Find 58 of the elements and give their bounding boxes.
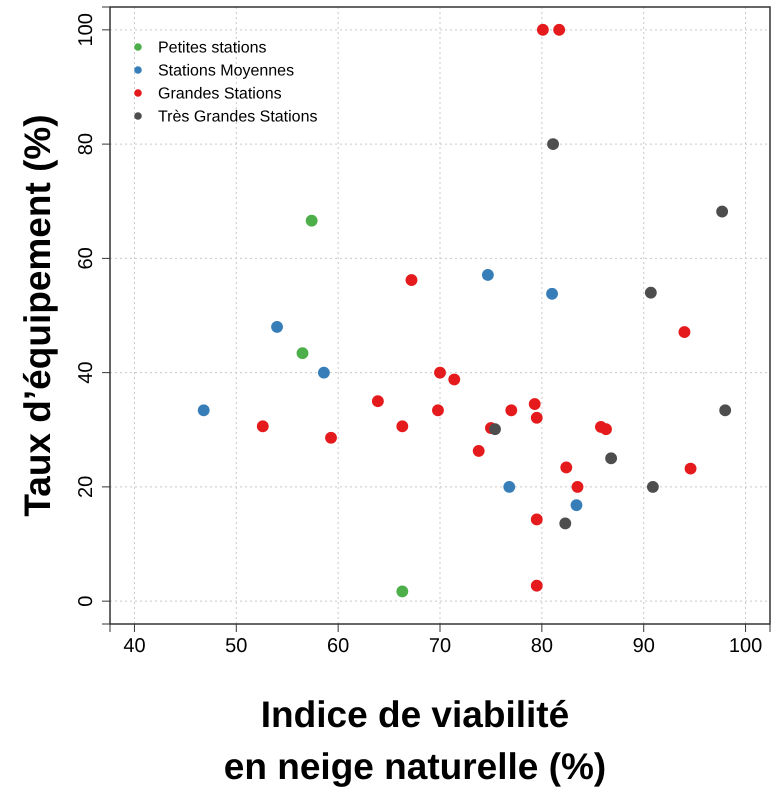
point: [396, 420, 408, 432]
legend-label: Petites stations: [158, 40, 266, 57]
point: [472, 444, 485, 457]
point: [372, 395, 384, 408]
point: [198, 404, 210, 416]
x-tick-label: 60: [327, 635, 350, 658]
legend-label: Grandes Stations: [158, 86, 282, 103]
y-axis-title: Taux d’équipement (%): [17, 114, 58, 517]
y-tick-label: 20: [75, 476, 97, 498]
point: [536, 24, 549, 36]
y-tick-label: 100: [75, 13, 97, 47]
point: [605, 452, 618, 464]
point: [396, 586, 408, 598]
legend-label: Très Grandes Stations: [158, 108, 318, 126]
point: [505, 404, 518, 416]
point: [482, 269, 494, 281]
point: [600, 423, 612, 436]
point: [432, 404, 444, 416]
point: [434, 366, 446, 379]
x-tick-label: 40: [123, 635, 146, 658]
x-tick-label: 100: [728, 635, 762, 658]
point: [306, 214, 318, 227]
point: [684, 462, 696, 475]
point: [547, 138, 559, 150]
legend-label: Stations Moyennes: [158, 62, 294, 80]
point: [448, 374, 460, 386]
point: [572, 480, 584, 493]
point: [325, 432, 337, 444]
point: [296, 347, 308, 360]
y-tick-label: 0: [75, 596, 97, 607]
point: [406, 274, 418, 286]
x-axis-title: Indice de viabilité en neige naturelle (%): [224, 694, 606, 787]
x-tick-label: 90: [632, 635, 655, 658]
point: [546, 288, 558, 300]
y-tick-label: 60: [75, 247, 97, 270]
point: [553, 24, 566, 36]
x-tick-label: 80: [530, 635, 553, 658]
point: [256, 420, 269, 432]
point: [503, 480, 516, 493]
point: [530, 580, 543, 592]
x-tick-label: 50: [225, 635, 248, 658]
point: [559, 518, 572, 530]
point: [530, 412, 543, 424]
point: [271, 321, 283, 333]
point: [528, 398, 541, 410]
point: [560, 462, 572, 474]
point: [489, 423, 501, 436]
y-tick-label: 80: [75, 132, 97, 156]
point: [646, 480, 659, 493]
point: [644, 286, 657, 299]
point: [716, 206, 728, 218]
y-tick-label: 40: [75, 362, 97, 384]
x-tick-label: 70: [428, 635, 452, 658]
point: [530, 514, 543, 526]
point: [678, 326, 690, 338]
point: [719, 404, 732, 416]
point: [318, 366, 330, 379]
point: [570, 499, 582, 512]
